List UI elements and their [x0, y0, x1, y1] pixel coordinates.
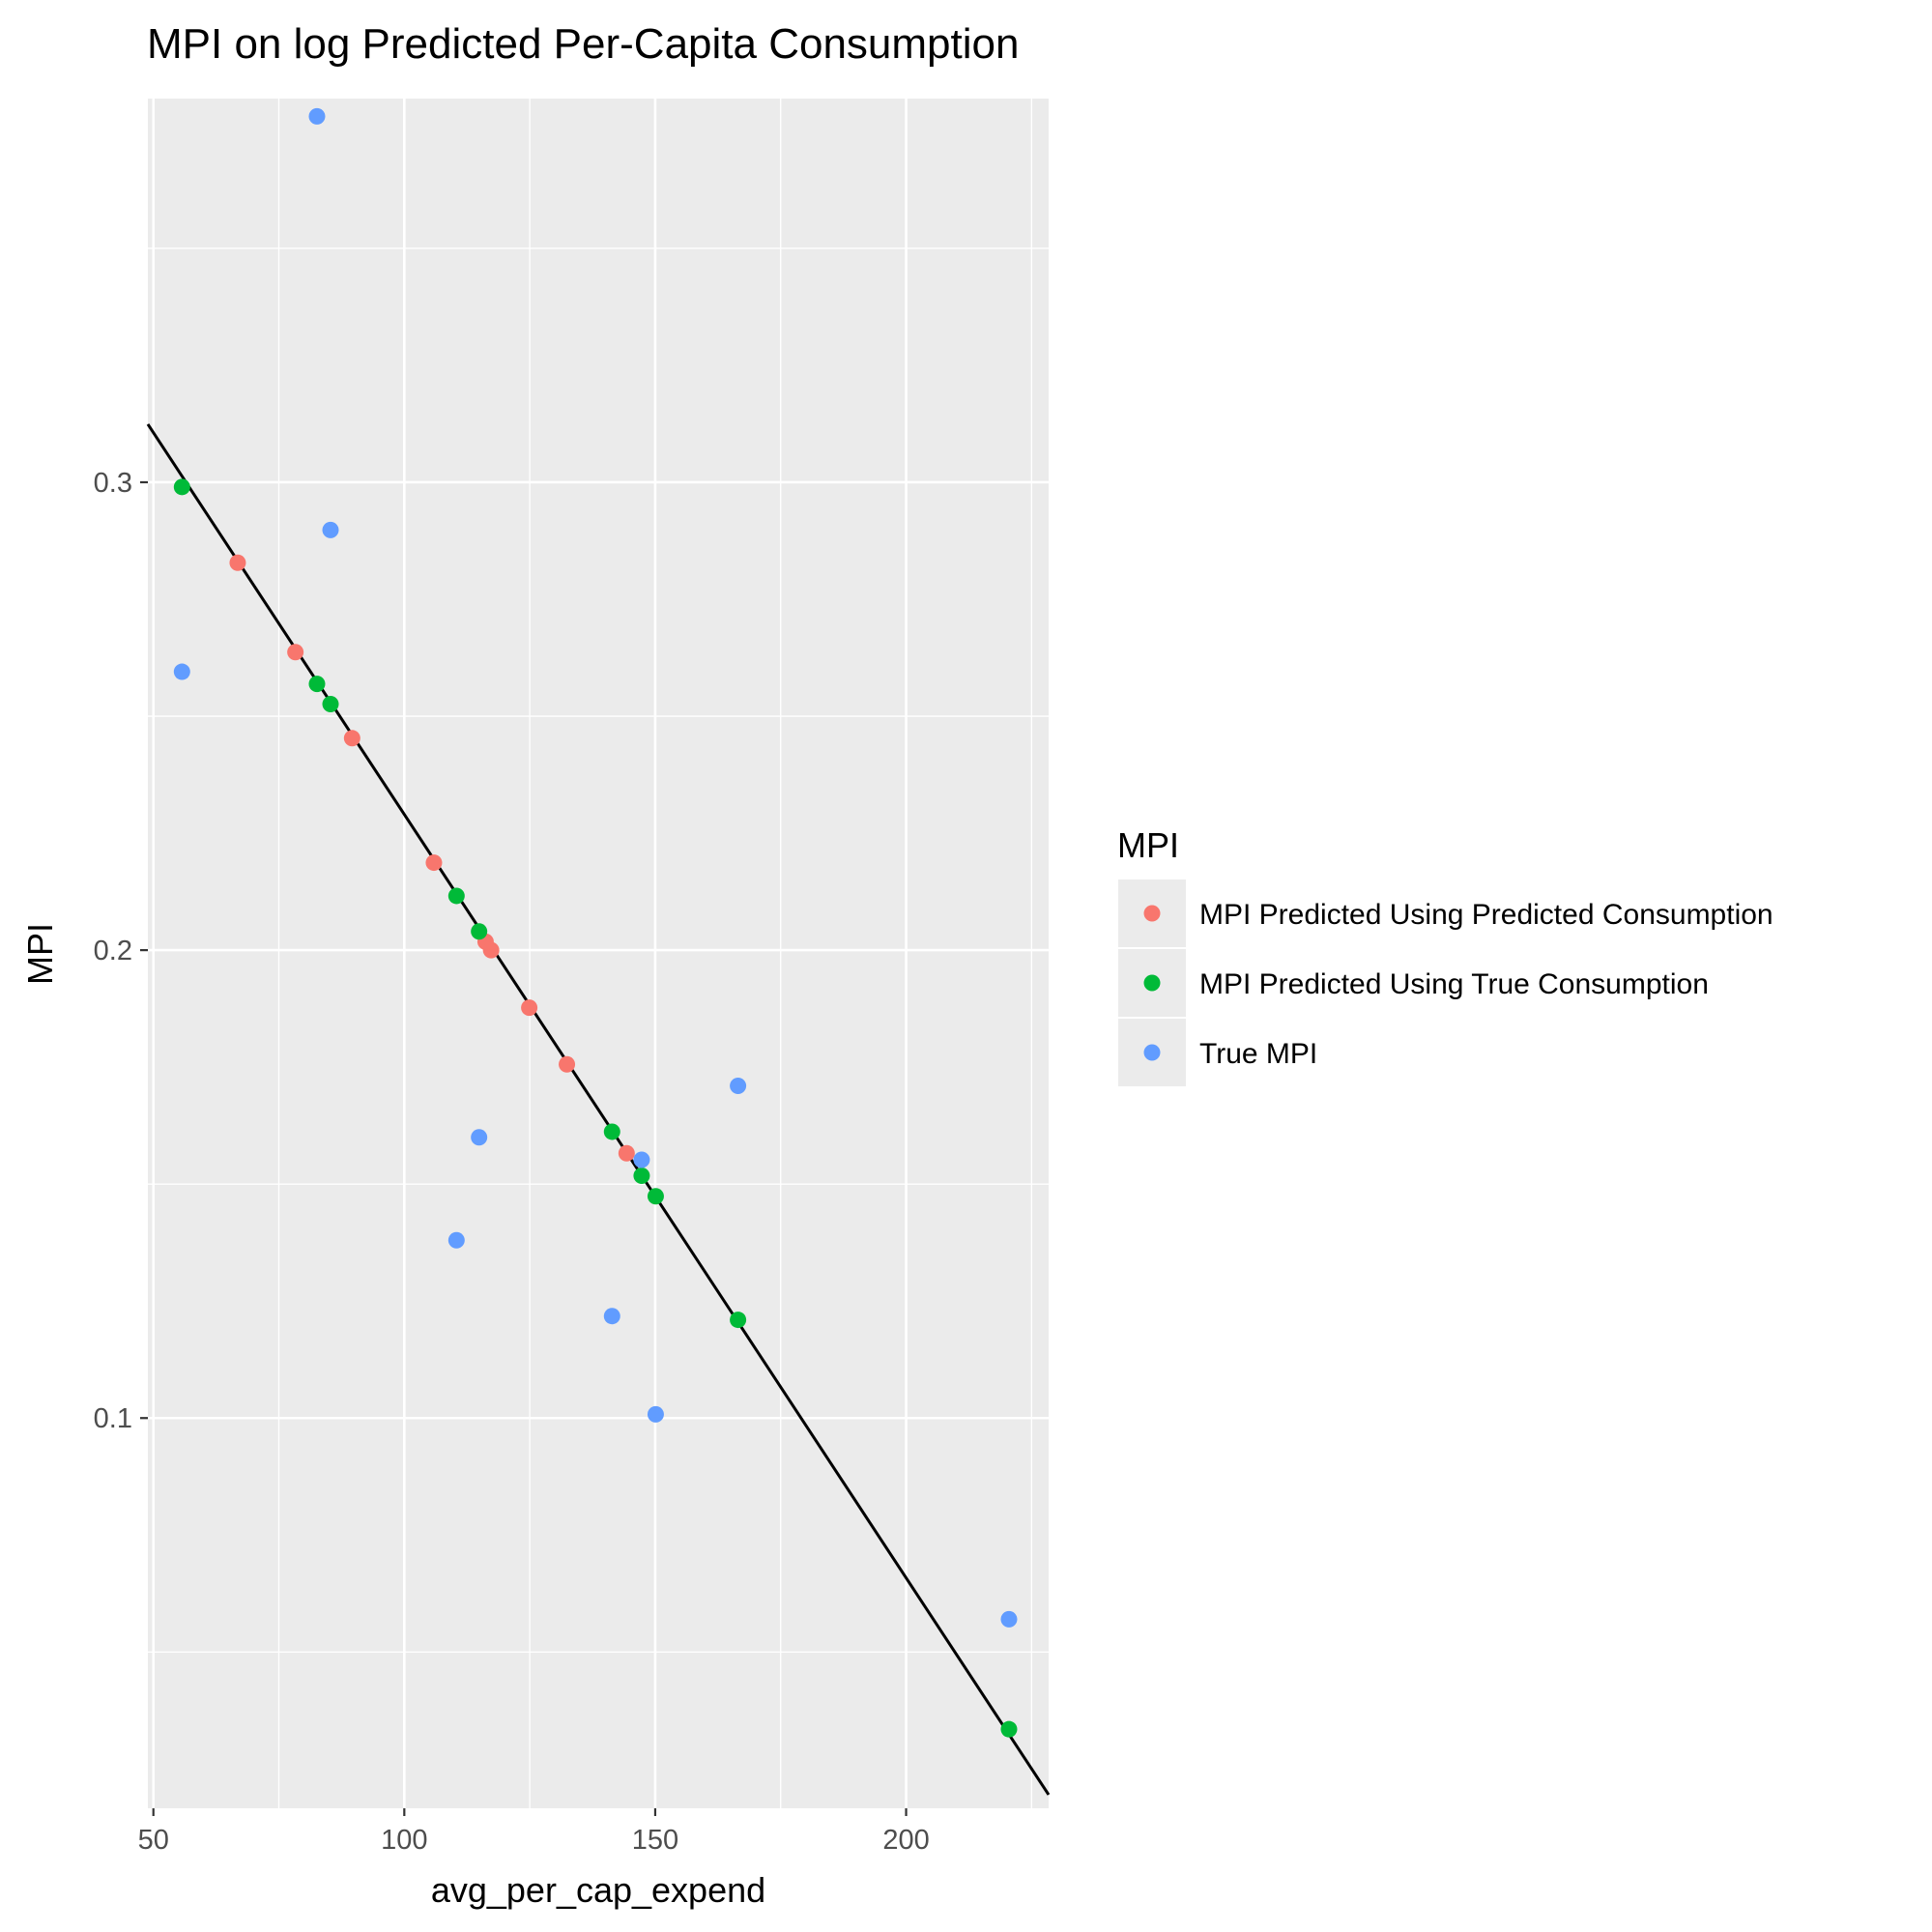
- data-point: [229, 554, 246, 571]
- data-point: [647, 1405, 664, 1423]
- data-point: [633, 1151, 650, 1168]
- legend-label: MPI Predicted Using True Consumption: [1199, 968, 1709, 1000]
- data-point: [730, 1312, 747, 1329]
- points-layer: [173, 107, 1018, 1738]
- legend-key-point: [1143, 974, 1161, 992]
- data-point: [730, 1078, 747, 1095]
- data-point: [425, 854, 443, 872]
- y-tick-label: 0.2: [94, 936, 132, 966]
- series-2: [173, 478, 1018, 1738]
- series-3: [173, 107, 1018, 1628]
- x-tick-label: 50: [138, 1825, 169, 1856]
- legend: MPI MPI Predicted Using Predicted Consum…: [1117, 825, 1773, 1086]
- x-tick-label: 150: [632, 1825, 678, 1856]
- x-axis: 50 100 150 200: [138, 1808, 930, 1856]
- y-axis-label: MPI: [20, 923, 60, 985]
- legend-label: MPI Predicted Using Predicted Consumptio…: [1199, 899, 1773, 931]
- data-point: [308, 107, 326, 125]
- chart-title: MPI on log Predicted Per-Capita Consumpt…: [147, 20, 1019, 68]
- y-axis: 0.1 0.2 0.3: [94, 468, 148, 1434]
- data-point: [308, 676, 326, 693]
- data-point: [482, 941, 500, 959]
- data-point: [521, 999, 538, 1017]
- data-point: [322, 521, 339, 538]
- data-point: [1000, 1720, 1018, 1738]
- data-point: [647, 1188, 664, 1205]
- series-1: [229, 554, 635, 1162]
- data-point: [603, 1308, 620, 1325]
- data-point: [559, 1055, 576, 1073]
- data-point: [173, 478, 190, 496]
- data-point: [603, 1123, 620, 1140]
- y-tick-label: 0.3: [94, 468, 132, 499]
- data-point: [343, 730, 360, 747]
- data-point: [447, 887, 465, 905]
- x-axis-label: avg_per_cap_expend: [431, 1870, 765, 1910]
- plot-panel: [148, 99, 1049, 1808]
- data-point: [447, 1231, 465, 1249]
- minor-gridlines: [148, 99, 1049, 1808]
- legend-label: True MPI: [1199, 1038, 1317, 1070]
- x-tick-label: 200: [882, 1825, 929, 1856]
- y-tick-label: 0.1: [94, 1403, 132, 1434]
- legend-item: True MPI: [1118, 1019, 1317, 1086]
- legend-title: MPI: [1117, 825, 1179, 865]
- x-tick-label: 100: [381, 1825, 427, 1856]
- data-point: [471, 1129, 488, 1146]
- data-point: [173, 663, 190, 680]
- data-point: [287, 644, 304, 661]
- major-gridlines: [148, 99, 1049, 1808]
- legend-item: MPI Predicted Using Predicted Consumptio…: [1118, 879, 1773, 947]
- data-point: [633, 1167, 650, 1184]
- data-point: [618, 1144, 635, 1162]
- data-point: [322, 695, 339, 712]
- legend-item: MPI Predicted Using True Consumption: [1118, 949, 1709, 1017]
- legend-key-point: [1143, 905, 1161, 922]
- legend-key-point: [1143, 1044, 1161, 1061]
- data-point: [1000, 1610, 1018, 1628]
- data-point: [471, 923, 488, 940]
